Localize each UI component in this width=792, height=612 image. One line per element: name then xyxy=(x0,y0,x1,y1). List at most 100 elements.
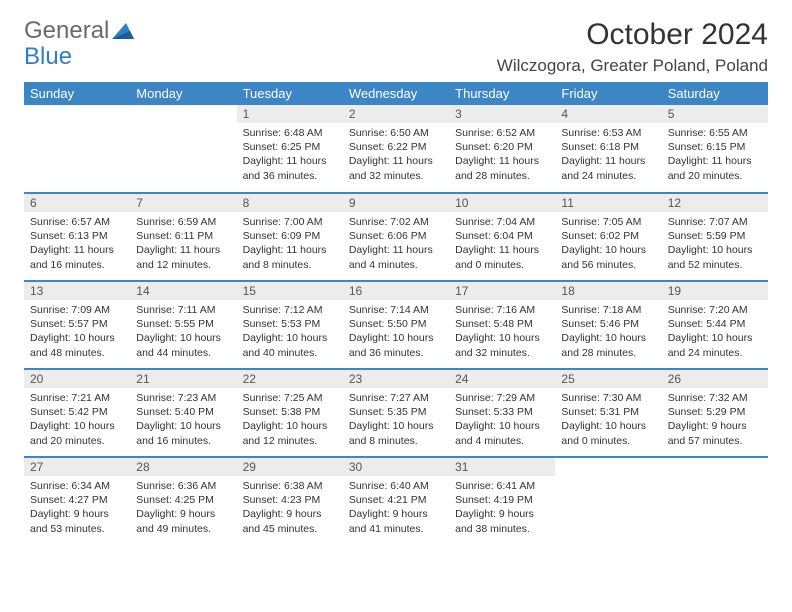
day-number: 14 xyxy=(130,282,236,300)
day-info: Sunrise: 7:25 AMSunset: 5:38 PMDaylight:… xyxy=(237,388,343,451)
calendar-day-cell: 25Sunrise: 7:30 AMSunset: 5:31 PMDayligh… xyxy=(555,369,661,457)
weekday-header: Tuesday xyxy=(237,82,343,105)
calendar-day-cell xyxy=(555,457,661,545)
day-info: Sunrise: 7:30 AMSunset: 5:31 PMDaylight:… xyxy=(555,388,661,451)
day-info: Sunrise: 7:00 AMSunset: 6:09 PMDaylight:… xyxy=(237,212,343,275)
calendar-day-cell: 1Sunrise: 6:48 AMSunset: 6:25 PMDaylight… xyxy=(237,105,343,193)
day-info: Sunrise: 7:02 AMSunset: 6:06 PMDaylight:… xyxy=(343,212,449,275)
day-number: 10 xyxy=(449,194,555,212)
calendar-day-cell: 26Sunrise: 7:32 AMSunset: 5:29 PMDayligh… xyxy=(662,369,768,457)
day-info: Sunrise: 6:34 AMSunset: 4:27 PMDaylight:… xyxy=(24,476,130,539)
day-number: 29 xyxy=(237,458,343,476)
calendar-day-cell: 3Sunrise: 6:52 AMSunset: 6:20 PMDaylight… xyxy=(449,105,555,193)
day-info: Sunrise: 7:16 AMSunset: 5:48 PMDaylight:… xyxy=(449,300,555,363)
day-number: 28 xyxy=(130,458,236,476)
day-number: 13 xyxy=(24,282,130,300)
day-number: 4 xyxy=(555,105,661,123)
calendar-day-cell: 27Sunrise: 6:34 AMSunset: 4:27 PMDayligh… xyxy=(24,457,130,545)
day-number: 21 xyxy=(130,370,236,388)
calendar-week-row: 20Sunrise: 7:21 AMSunset: 5:42 PMDayligh… xyxy=(24,369,768,457)
day-number: 31 xyxy=(449,458,555,476)
calendar-day-cell: 8Sunrise: 7:00 AMSunset: 6:09 PMDaylight… xyxy=(237,193,343,281)
calendar-day-cell: 11Sunrise: 7:05 AMSunset: 6:02 PMDayligh… xyxy=(555,193,661,281)
day-number: 3 xyxy=(449,105,555,123)
calendar-day-cell: 16Sunrise: 7:14 AMSunset: 5:50 PMDayligh… xyxy=(343,281,449,369)
day-info: Sunrise: 6:50 AMSunset: 6:22 PMDaylight:… xyxy=(343,123,449,186)
day-info: Sunrise: 6:59 AMSunset: 6:11 PMDaylight:… xyxy=(130,212,236,275)
weekday-header: Sunday xyxy=(24,82,130,105)
calendar-day-cell: 5Sunrise: 6:55 AMSunset: 6:15 PMDaylight… xyxy=(662,105,768,193)
day-info: Sunrise: 7:11 AMSunset: 5:55 PMDaylight:… xyxy=(130,300,236,363)
header: General Blue October 2024 Wilczogora, Gr… xyxy=(24,18,768,76)
calendar-week-row: 27Sunrise: 6:34 AMSunset: 4:27 PMDayligh… xyxy=(24,457,768,545)
day-info: Sunrise: 7:27 AMSunset: 5:35 PMDaylight:… xyxy=(343,388,449,451)
day-number: 25 xyxy=(555,370,661,388)
day-number: 26 xyxy=(662,370,768,388)
day-info: Sunrise: 7:04 AMSunset: 6:04 PMDaylight:… xyxy=(449,212,555,275)
day-info: Sunrise: 6:52 AMSunset: 6:20 PMDaylight:… xyxy=(449,123,555,186)
day-number: 5 xyxy=(662,105,768,123)
calendar-week-row: 13Sunrise: 7:09 AMSunset: 5:57 PMDayligh… xyxy=(24,281,768,369)
calendar-week-row: 1Sunrise: 6:48 AMSunset: 6:25 PMDaylight… xyxy=(24,105,768,193)
day-number: 24 xyxy=(449,370,555,388)
day-number: 6 xyxy=(24,194,130,212)
weekday-header-row: SundayMondayTuesdayWednesdayThursdayFrid… xyxy=(24,82,768,105)
day-info: Sunrise: 7:21 AMSunset: 5:42 PMDaylight:… xyxy=(24,388,130,451)
day-number: 22 xyxy=(237,370,343,388)
day-info: Sunrise: 7:14 AMSunset: 5:50 PMDaylight:… xyxy=(343,300,449,363)
calendar-day-cell xyxy=(24,105,130,193)
calendar-day-cell: 29Sunrise: 6:38 AMSunset: 4:23 PMDayligh… xyxy=(237,457,343,545)
calendar-day-cell: 10Sunrise: 7:04 AMSunset: 6:04 PMDayligh… xyxy=(449,193,555,281)
day-number: 19 xyxy=(662,282,768,300)
logo-text-1: General xyxy=(24,18,109,44)
day-info: Sunrise: 7:12 AMSunset: 5:53 PMDaylight:… xyxy=(237,300,343,363)
calendar-day-cell: 30Sunrise: 6:40 AMSunset: 4:21 PMDayligh… xyxy=(343,457,449,545)
day-number: 15 xyxy=(237,282,343,300)
calendar-day-cell: 21Sunrise: 7:23 AMSunset: 5:40 PMDayligh… xyxy=(130,369,236,457)
logo: General Blue xyxy=(24,18,134,71)
logo-text-2: Blue xyxy=(24,44,134,70)
day-number: 18 xyxy=(555,282,661,300)
logo-triangle-icon xyxy=(112,23,134,39)
calendar-day-cell: 22Sunrise: 7:25 AMSunset: 5:38 PMDayligh… xyxy=(237,369,343,457)
day-number: 7 xyxy=(130,194,236,212)
calendar-day-cell: 24Sunrise: 7:29 AMSunset: 5:33 PMDayligh… xyxy=(449,369,555,457)
calendar-day-cell: 23Sunrise: 7:27 AMSunset: 5:35 PMDayligh… xyxy=(343,369,449,457)
day-number: 27 xyxy=(24,458,130,476)
calendar-day-cell: 14Sunrise: 7:11 AMSunset: 5:55 PMDayligh… xyxy=(130,281,236,369)
day-info: Sunrise: 6:36 AMSunset: 4:25 PMDaylight:… xyxy=(130,476,236,539)
weekday-header: Monday xyxy=(130,82,236,105)
day-info: Sunrise: 7:32 AMSunset: 5:29 PMDaylight:… xyxy=(662,388,768,451)
day-number: 12 xyxy=(662,194,768,212)
calendar-day-cell xyxy=(662,457,768,545)
calendar-week-row: 6Sunrise: 6:57 AMSunset: 6:13 PMDaylight… xyxy=(24,193,768,281)
day-number: 20 xyxy=(24,370,130,388)
calendar-day-cell: 6Sunrise: 6:57 AMSunset: 6:13 PMDaylight… xyxy=(24,193,130,281)
day-number: 1 xyxy=(237,105,343,123)
weekday-header: Thursday xyxy=(449,82,555,105)
location-label: Wilczogora, Greater Poland, Poland xyxy=(497,56,768,76)
day-info: Sunrise: 6:38 AMSunset: 4:23 PMDaylight:… xyxy=(237,476,343,539)
day-info: Sunrise: 6:40 AMSunset: 4:21 PMDaylight:… xyxy=(343,476,449,539)
calendar-day-cell: 31Sunrise: 6:41 AMSunset: 4:19 PMDayligh… xyxy=(449,457,555,545)
day-number: 30 xyxy=(343,458,449,476)
calendar-table: SundayMondayTuesdayWednesdayThursdayFrid… xyxy=(24,82,768,545)
weekday-header: Wednesday xyxy=(343,82,449,105)
calendar-day-cell: 4Sunrise: 6:53 AMSunset: 6:18 PMDaylight… xyxy=(555,105,661,193)
calendar-day-cell: 15Sunrise: 7:12 AMSunset: 5:53 PMDayligh… xyxy=(237,281,343,369)
day-info: Sunrise: 7:18 AMSunset: 5:46 PMDaylight:… xyxy=(555,300,661,363)
day-info: Sunrise: 7:09 AMSunset: 5:57 PMDaylight:… xyxy=(24,300,130,363)
day-number: 16 xyxy=(343,282,449,300)
day-number: 8 xyxy=(237,194,343,212)
day-info: Sunrise: 7:29 AMSunset: 5:33 PMDaylight:… xyxy=(449,388,555,451)
day-info: Sunrise: 6:57 AMSunset: 6:13 PMDaylight:… xyxy=(24,212,130,275)
day-number: 11 xyxy=(555,194,661,212)
calendar-day-cell: 12Sunrise: 7:07 AMSunset: 5:59 PMDayligh… xyxy=(662,193,768,281)
calendar-day-cell: 2Sunrise: 6:50 AMSunset: 6:22 PMDaylight… xyxy=(343,105,449,193)
calendar-day-cell: 7Sunrise: 6:59 AMSunset: 6:11 PMDaylight… xyxy=(130,193,236,281)
day-number: 17 xyxy=(449,282,555,300)
calendar-day-cell: 28Sunrise: 6:36 AMSunset: 4:25 PMDayligh… xyxy=(130,457,236,545)
day-info: Sunrise: 7:23 AMSunset: 5:40 PMDaylight:… xyxy=(130,388,236,451)
calendar-day-cell: 17Sunrise: 7:16 AMSunset: 5:48 PMDayligh… xyxy=(449,281,555,369)
calendar-day-cell xyxy=(130,105,236,193)
